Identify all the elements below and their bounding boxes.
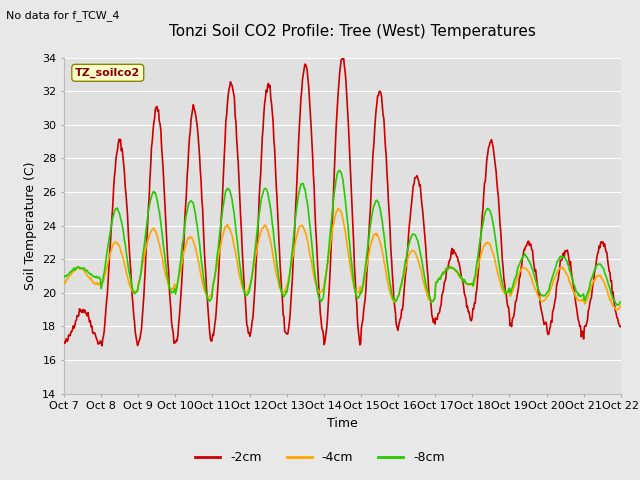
X-axis label: Time: Time <box>327 417 358 430</box>
Y-axis label: Soil Temperature (C): Soil Temperature (C) <box>24 161 36 290</box>
Text: TZ_soilco2: TZ_soilco2 <box>75 68 140 78</box>
Legend: -2cm, -4cm, -8cm: -2cm, -4cm, -8cm <box>190 446 450 469</box>
Text: Tonzi Soil CO2 Profile: Tree (West) Temperatures: Tonzi Soil CO2 Profile: Tree (West) Temp… <box>168 24 536 39</box>
Text: No data for f_TCW_4: No data for f_TCW_4 <box>6 10 120 21</box>
